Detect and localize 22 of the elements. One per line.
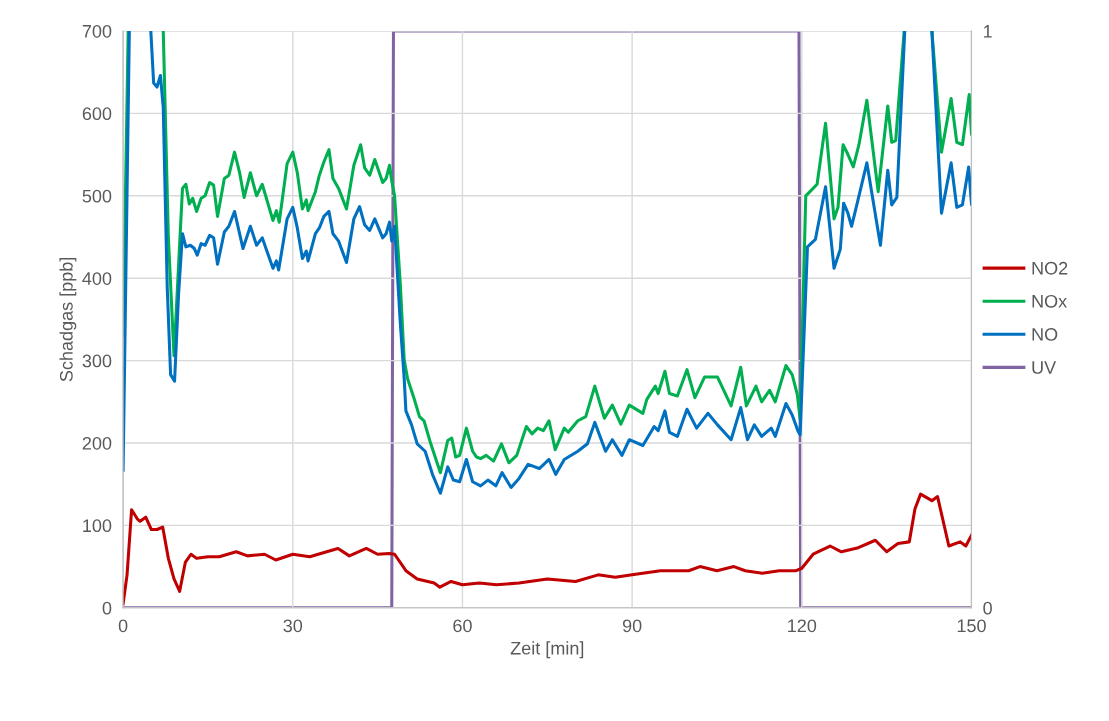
x-tick-label: 60 <box>453 619 472 633</box>
legend-label: NO <box>1032 328 1058 341</box>
y-axis-title: Schadgas [ppb] <box>59 257 77 382</box>
y2-tick-label: 1 <box>983 25 992 38</box>
y-tick-label: 500 <box>82 189 112 203</box>
x-tick-label: 30 <box>283 619 303 633</box>
y-tick-label: 600 <box>82 107 112 121</box>
x-tick-label: 150 <box>957 619 986 633</box>
y-tick-label: 400 <box>82 272 112 285</box>
x-axis-title: Zeit [min] <box>510 641 584 659</box>
legend-label: NOx <box>1032 294 1067 308</box>
y2-tick-label: 0 <box>983 601 992 615</box>
legend-label: UV <box>1032 361 1057 374</box>
legend-label: NO2 <box>1032 261 1068 275</box>
y-tick-label: 200 <box>82 436 112 450</box>
y-tick-label: 300 <box>82 354 112 368</box>
x-tick-label: 90 <box>622 619 642 633</box>
y-tick-label: 0 <box>102 601 112 615</box>
x-tick-label: 0 <box>118 619 128 633</box>
y-tick-label: 700 <box>82 24 112 38</box>
x-tick-label: 120 <box>788 619 817 633</box>
y-tick-label: 100 <box>83 519 112 533</box>
